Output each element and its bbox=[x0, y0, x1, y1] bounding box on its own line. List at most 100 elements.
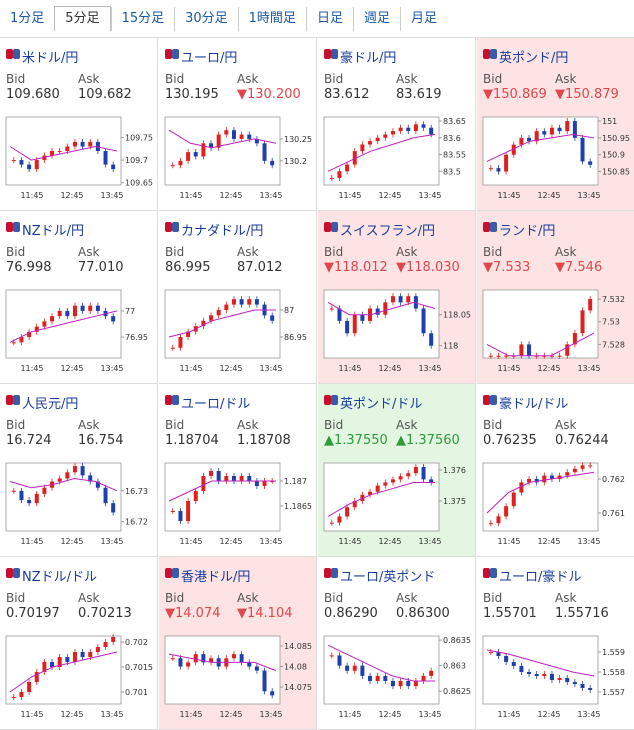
tab[interactable]: 15分足 bbox=[110, 6, 175, 31]
candle-body bbox=[262, 143, 267, 161]
candle-body bbox=[337, 655, 342, 666]
candle-body bbox=[216, 309, 221, 316]
candle-body bbox=[360, 314, 365, 321]
pair-name[interactable]: カナダドル/円 bbox=[181, 224, 264, 239]
x-tick-label: 12:45 bbox=[378, 537, 401, 546]
tab[interactable]: 日足 bbox=[305, 6, 353, 31]
mini-chart: 1.187 1.1865 11:45 12:45 13:45 bbox=[164, 462, 312, 546]
pair-name[interactable]: NZドル/ドル bbox=[22, 570, 98, 585]
candle-body bbox=[19, 490, 24, 501]
candle-body bbox=[398, 127, 403, 132]
x-tick-label: 13:45 bbox=[577, 364, 600, 373]
x-tick-label: 12:45 bbox=[60, 537, 83, 546]
pair-name[interactable]: 人民元/円 bbox=[22, 397, 79, 412]
mini-chart: 0.702 0.7015 0.701 11:45 12:45 13:45 bbox=[5, 634, 153, 719]
candle-body bbox=[209, 471, 214, 476]
bid-label: Bid bbox=[483, 591, 503, 605]
pair-name[interactable]: スイスフラン/円 bbox=[340, 224, 435, 239]
y-tick-label: 86.95 bbox=[284, 333, 307, 342]
candle-body bbox=[406, 473, 411, 477]
bid-label: Bid bbox=[165, 72, 185, 86]
moving-average bbox=[327, 644, 435, 682]
ask-label: Ask bbox=[396, 591, 418, 605]
ask-value: ▼14.104 bbox=[237, 606, 293, 621]
flag-a bbox=[165, 568, 172, 578]
x-tick-label: 11:45 bbox=[497, 537, 520, 546]
y-tick-label: 130.25 bbox=[284, 135, 312, 144]
x-tick-label: 12:45 bbox=[219, 364, 242, 373]
candle-body bbox=[429, 127, 434, 135]
candle-body bbox=[421, 467, 426, 480]
x-tick-label: 13:45 bbox=[418, 191, 441, 200]
x-tick-label: 13:45 bbox=[418, 710, 441, 719]
y-tick-label: 87 bbox=[284, 306, 294, 315]
pair-name[interactable]: ユーロ/豪ドル bbox=[499, 570, 582, 585]
moving-average bbox=[168, 309, 276, 338]
candle-body bbox=[390, 680, 395, 687]
pair-name[interactable]: 米ドル/円 bbox=[22, 51, 79, 66]
x-tick-label: 12:45 bbox=[219, 710, 242, 719]
candle-body bbox=[565, 472, 570, 476]
bid-label: Bid bbox=[6, 418, 26, 432]
x-tick-label: 11:45 bbox=[20, 537, 43, 546]
candle-body bbox=[247, 662, 252, 667]
candle-body bbox=[337, 308, 342, 321]
candle-body bbox=[103, 642, 108, 647]
candle-body bbox=[534, 478, 539, 483]
candle-body bbox=[186, 662, 191, 667]
tab[interactable]: 1時間足 bbox=[237, 6, 306, 31]
pair-name[interactable]: ユーロ/円 bbox=[181, 51, 238, 66]
tab[interactable]: 5分足 bbox=[54, 6, 111, 31]
bid-value: 86.995 bbox=[165, 260, 211, 275]
candle-body bbox=[186, 331, 191, 337]
ask-value: 109.682 bbox=[78, 87, 132, 102]
candle-body bbox=[231, 299, 236, 305]
candle-body bbox=[527, 344, 532, 356]
candle-body bbox=[254, 666, 259, 671]
bid-value: 0.86290 bbox=[324, 606, 378, 621]
candle-body bbox=[65, 310, 70, 317]
y-tick-label: 16.72 bbox=[125, 518, 148, 527]
pair-name[interactable]: ユーロ/ドル bbox=[181, 397, 251, 412]
candle-body bbox=[11, 697, 16, 698]
candle-body bbox=[360, 144, 365, 152]
ask-value: ▲1.37560 bbox=[396, 433, 460, 448]
flag-b bbox=[490, 568, 497, 578]
candle-body bbox=[588, 299, 593, 311]
ask-value: 1.18708 bbox=[237, 433, 291, 448]
tab[interactable]: 30分足 bbox=[174, 6, 238, 31]
candle-body bbox=[565, 678, 570, 682]
candle-body bbox=[352, 151, 357, 165]
pair-name[interactable]: 豪ドル/円 bbox=[340, 51, 397, 66]
ask-label: Ask bbox=[555, 245, 577, 259]
ask-label: Ask bbox=[78, 591, 100, 605]
y-tick-label: 83.55 bbox=[443, 151, 466, 160]
flag-a bbox=[324, 568, 331, 578]
tab[interactable]: 1分足 bbox=[10, 10, 45, 26]
pair-name[interactable]: 英ポンド/ドル bbox=[340, 397, 423, 412]
candle-body bbox=[549, 475, 554, 479]
flag-a bbox=[165, 395, 172, 405]
candle-body bbox=[406, 127, 411, 132]
pair-name[interactable]: 英ポンド/円 bbox=[499, 51, 569, 66]
mini-chart: 16.73 16.72 11:45 12:45 13:45 bbox=[5, 462, 148, 546]
candle-body bbox=[406, 680, 411, 687]
pair-name[interactable]: ランド/円 bbox=[499, 224, 556, 239]
candle-body bbox=[178, 160, 183, 166]
moving-average bbox=[168, 129, 277, 149]
candle-body bbox=[511, 144, 516, 155]
candle-body bbox=[375, 308, 380, 315]
bid-label: Bid bbox=[165, 591, 185, 605]
pair-name[interactable]: 豪ドル/ドル bbox=[499, 397, 569, 412]
ask-value: 1.55716 bbox=[555, 606, 609, 621]
ask-value: 87.012 bbox=[237, 260, 283, 275]
plot-frame bbox=[164, 116, 281, 186]
tab[interactable]: 月足 bbox=[399, 6, 447, 31]
x-tick-label: 11:45 bbox=[338, 191, 361, 200]
pair-name[interactable]: ユーロ/英ポンド bbox=[340, 570, 436, 585]
pair-name[interactable]: NZドル/円 bbox=[22, 224, 85, 239]
tab[interactable]: 週足 bbox=[352, 6, 400, 31]
candle-body bbox=[504, 355, 509, 357]
pair-name[interactable]: 香港ドル/円 bbox=[181, 570, 251, 585]
x-tick-label: 12:45 bbox=[378, 191, 401, 200]
